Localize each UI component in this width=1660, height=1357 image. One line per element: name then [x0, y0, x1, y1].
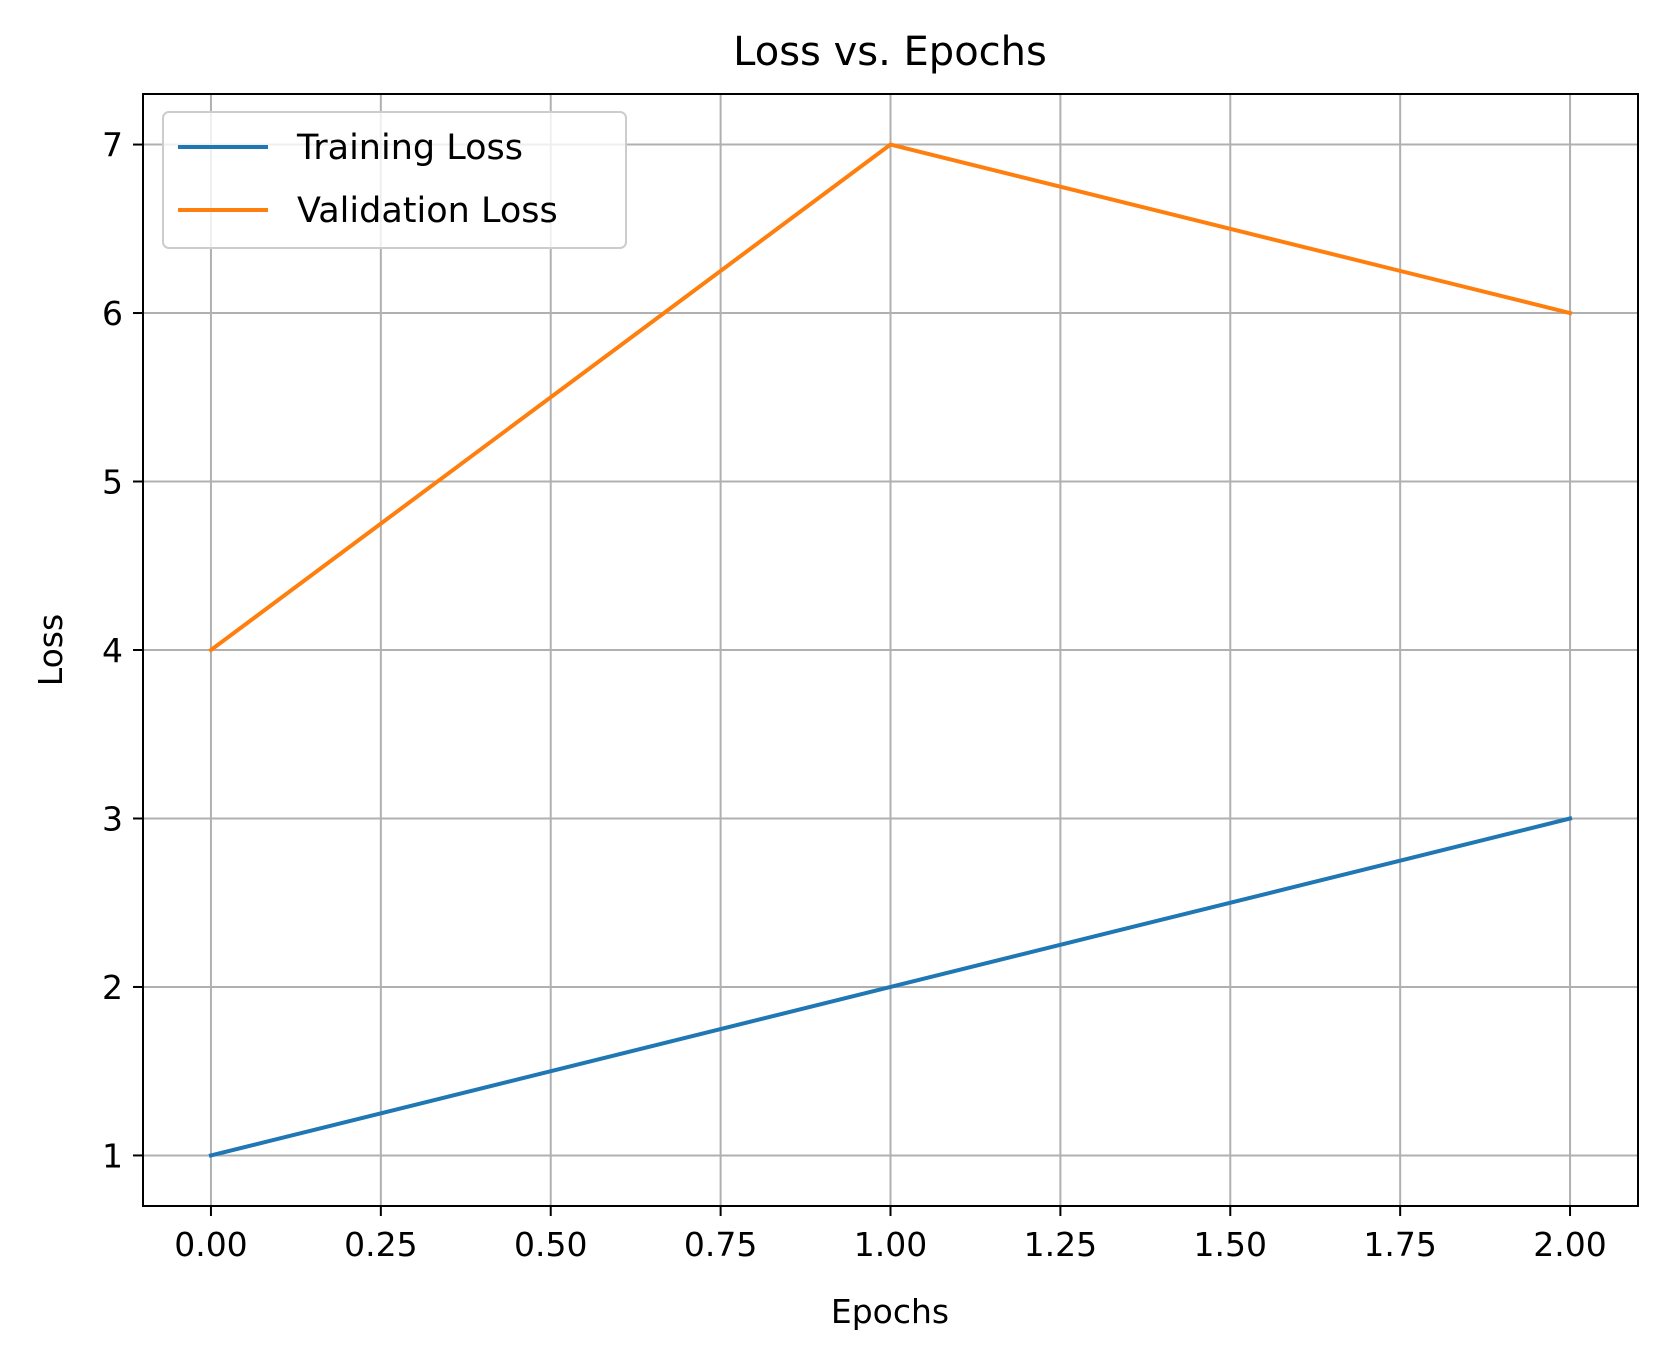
legend-label-training-loss: Training Loss	[296, 128, 523, 168]
y-tick-label: 6	[102, 294, 123, 333]
legend-box	[162, 111, 627, 249]
y-tick-label: 2	[102, 968, 123, 1007]
x-tick-label: 0.75	[684, 1225, 757, 1264]
series-lines	[208, 142, 1573, 1158]
x-tick-label: 0.25	[344, 1225, 417, 1264]
y-axis: 1 2 3 4 5 6 7	[102, 126, 143, 1175]
legend-label-validation-loss: Validation Loss	[297, 191, 558, 231]
x-tick-label: 1.25	[1024, 1225, 1097, 1264]
x-axis-title: Epochs	[831, 1292, 949, 1331]
x-tick-label: 0.00	[174, 1225, 247, 1264]
x-tick-label: 1.75	[1363, 1225, 1436, 1264]
chart-title: Loss vs. Epochs	[733, 29, 1047, 75]
x-axis: 0.00 0.25 0.50 0.75 1.00 1.25 1.50 1.75 2.00	[174, 1206, 1607, 1264]
y-tick-label: 1	[102, 1136, 123, 1175]
legend: Training Loss Validation Loss	[162, 111, 627, 249]
x-tick-label: 1.00	[854, 1225, 927, 1264]
y-tick-label: 4	[102, 631, 123, 670]
y-axis-title: Loss	[31, 614, 70, 686]
series-line-validation-loss	[208, 142, 1573, 653]
x-tick-label: 0.50	[514, 1225, 587, 1264]
y-tick-label: 3	[102, 799, 123, 838]
grid	[143, 94, 1638, 1206]
x-tick-label: 1.50	[1194, 1225, 1267, 1264]
x-tick-label: 2.00	[1533, 1225, 1606, 1264]
y-tick-label: 5	[102, 463, 123, 502]
series-line-training-loss	[208, 816, 1573, 1158]
y-tick-label: 7	[102, 126, 123, 165]
